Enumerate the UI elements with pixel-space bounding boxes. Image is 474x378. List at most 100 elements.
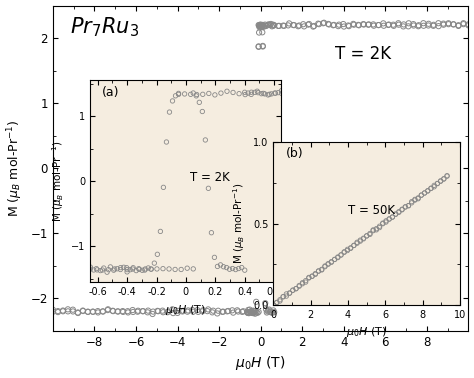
- Point: [370, 23, 378, 29]
- Point: [264, 308, 272, 314]
- Point: [445, 20, 452, 26]
- Point: [119, 308, 127, 314]
- Point: [124, 310, 132, 316]
- Point: [304, 22, 312, 28]
- Point: [415, 23, 422, 29]
- Point: [249, 310, 256, 316]
- Point: [335, 23, 342, 29]
- Point: [189, 309, 197, 315]
- Point: [173, 310, 181, 316]
- Point: [144, 308, 152, 314]
- Point: [129, 309, 137, 315]
- Point: [410, 22, 418, 28]
- Point: [319, 20, 327, 26]
- Point: [233, 307, 241, 313]
- Point: [254, 310, 261, 316]
- Point: [395, 22, 402, 28]
- Point: [445, 21, 452, 27]
- Point: [345, 23, 353, 29]
- Point: [270, 22, 278, 28]
- Point: [209, 309, 216, 315]
- Point: [350, 22, 358, 28]
- Point: [268, 23, 276, 29]
- Point: [219, 309, 227, 315]
- Point: [69, 307, 77, 313]
- Point: [164, 308, 172, 314]
- Point: [250, 308, 258, 314]
- Point: [210, 308, 217, 314]
- Point: [415, 22, 422, 28]
- Point: [74, 310, 82, 316]
- Point: [325, 22, 333, 28]
- Point: [430, 22, 438, 28]
- Point: [139, 308, 146, 314]
- Point: [263, 310, 271, 316]
- Point: [104, 307, 111, 313]
- Point: [154, 308, 161, 314]
- Point: [460, 21, 467, 27]
- Point: [320, 20, 328, 26]
- Point: [174, 308, 182, 314]
- Point: [245, 307, 252, 313]
- Point: [284, 22, 292, 28]
- Point: [295, 23, 303, 29]
- Point: [248, 310, 255, 316]
- Point: [244, 310, 251, 316]
- Point: [213, 310, 221, 316]
- Point: [124, 308, 131, 314]
- Point: [159, 309, 167, 315]
- Point: [435, 23, 442, 29]
- Point: [244, 310, 252, 316]
- Point: [228, 307, 236, 313]
- Point: [89, 308, 97, 314]
- Point: [269, 22, 277, 28]
- Point: [355, 22, 362, 28]
- Point: [64, 308, 72, 314]
- Point: [465, 22, 472, 28]
- Point: [84, 309, 92, 315]
- Point: [255, 43, 263, 50]
- Point: [465, 21, 472, 27]
- Point: [375, 22, 383, 28]
- Point: [255, 309, 263, 315]
- Point: [144, 309, 151, 315]
- Point: [257, 23, 264, 29]
- Point: [385, 22, 392, 28]
- Point: [250, 310, 257, 316]
- Point: [252, 308, 259, 314]
- Point: [339, 21, 347, 27]
- Point: [257, 23, 264, 29]
- Point: [256, 24, 264, 30]
- Point: [390, 23, 398, 29]
- Point: [253, 254, 261, 260]
- Point: [246, 307, 254, 313]
- Point: [269, 310, 276, 316]
- Point: [169, 310, 177, 316]
- Point: [74, 310, 82, 316]
- Point: [425, 21, 432, 27]
- Point: [260, 24, 268, 30]
- Point: [270, 307, 277, 313]
- Point: [294, 23, 302, 29]
- Point: [259, 22, 266, 28]
- Point: [255, 22, 263, 28]
- Point: [94, 308, 101, 314]
- Point: [54, 309, 62, 315]
- Point: [258, 29, 266, 35]
- Point: [134, 309, 141, 315]
- Point: [246, 309, 254, 315]
- Point: [420, 23, 428, 29]
- Point: [104, 306, 112, 312]
- Point: [149, 308, 157, 314]
- Point: [229, 310, 237, 316]
- Point: [310, 23, 318, 29]
- Point: [247, 308, 255, 314]
- Point: [94, 310, 102, 316]
- Point: [429, 23, 437, 29]
- Point: [257, 23, 264, 29]
- Point: [255, 29, 263, 36]
- Point: [400, 22, 408, 28]
- Point: [440, 22, 447, 28]
- Point: [439, 21, 447, 27]
- Point: [258, 24, 265, 30]
